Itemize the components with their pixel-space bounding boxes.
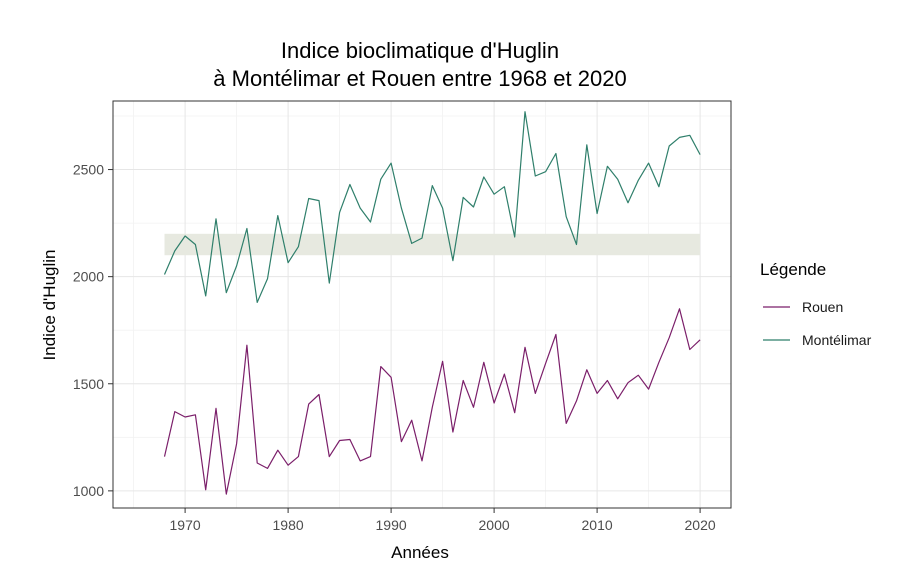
y-axis-ticks: 1000 1500 2000 2500: [73, 162, 113, 499]
chart-title-line2: à Montélimar et Rouen entre 1968 et 2020: [213, 66, 626, 91]
y-tick-label: 1500: [73, 376, 104, 392]
series-lines: [163, 111, 701, 495]
x-tick-label: 2000: [479, 517, 510, 533]
plot-panel: [113, 101, 731, 508]
gridlines: [113, 101, 731, 508]
x-axis-title: Années: [391, 543, 449, 562]
y-tick-label: 2000: [73, 269, 104, 285]
x-tick-label: 1980: [273, 517, 304, 533]
x-tick-label: 2020: [685, 517, 716, 533]
y-axis-title: Indice d'Huglin: [40, 250, 59, 361]
legend-label-montelimar: Montélimar: [802, 332, 872, 348]
y-tick-label: 1000: [73, 483, 104, 499]
reference-band: [164, 233, 701, 256]
chart-title-line1: Indice bioclimatique d'Huglin: [281, 38, 559, 63]
series-line-montelimar: [163, 111, 701, 303]
legend: Légende Rouen Montélimar: [760, 260, 872, 348]
legend-label-rouen: Rouen: [802, 299, 843, 315]
plot-border: [112, 100, 732, 509]
legend-title: Légende: [760, 260, 826, 279]
series-line-rouen: [163, 308, 701, 495]
x-tick-label: 1970: [170, 517, 201, 533]
x-tick-label: 1990: [376, 517, 407, 533]
y-tick-label: 2500: [73, 162, 104, 178]
x-tick-label: 2010: [582, 517, 613, 533]
x-axis-ticks: 1970 1980 1990 2000 2010 2020: [170, 508, 716, 533]
